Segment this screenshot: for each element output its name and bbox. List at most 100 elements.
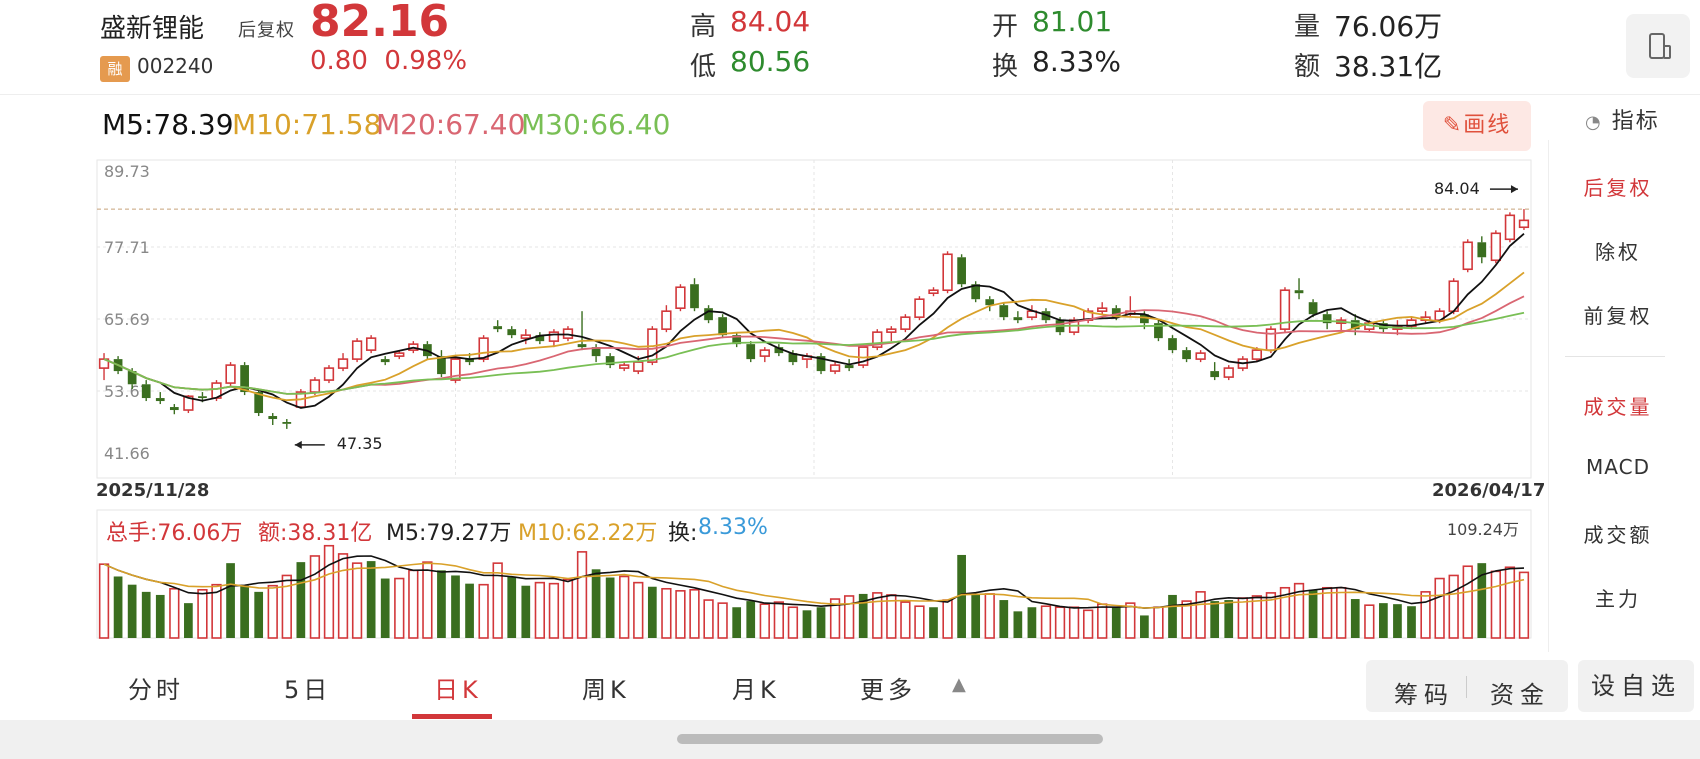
end-date: 2026/04/17 [1432, 480, 1546, 501]
volume-bar-down [155, 594, 165, 638]
min-price-label: 47.35 [337, 434, 383, 453]
candle-up [520, 334, 531, 339]
side-item-volume[interactable]: 成交量 [1583, 395, 1653, 419]
volume-bar-up [323, 544, 335, 639]
candle-up [225, 364, 236, 384]
volume-bar-up [492, 562, 503, 639]
candle-down [1350, 320, 1360, 330]
side-item-macd[interactable]: MACD [1586, 455, 1650, 479]
candle-down [690, 284, 699, 309]
chips-button[interactable]: 筹码 [1394, 681, 1454, 709]
volume-bar-down [591, 569, 601, 638]
tab-5day[interactable]: 5日 [284, 676, 332, 704]
volume-bars [98, 544, 1530, 639]
candlestick-chart[interactable]: 89.73 77.71 65.69 53.67 41.66 84.04 47.35 [0, 0, 1545, 660]
candle-down [240, 365, 249, 393]
landscape-toggle-button[interactable] [1626, 14, 1690, 78]
candle-up [928, 289, 939, 295]
side-item-amount[interactable]: 成交额 [1583, 523, 1653, 547]
volume-bar-down [1224, 600, 1234, 638]
volume-ma10-line [103, 562, 1525, 609]
volume-bar-down [957, 554, 966, 638]
candle-up [1490, 232, 1502, 262]
volume-bar-up [1125, 602, 1136, 639]
candle-down [844, 365, 854, 369]
candle-up [337, 358, 349, 369]
candle-down [788, 353, 798, 363]
volume-bar-up [1364, 604, 1375, 639]
header-divider [0, 94, 1700, 95]
volume-bar-up [689, 589, 700, 639]
amount-label: 额 [1294, 52, 1321, 82]
side-item-main-force[interactable]: 主力 [1595, 587, 1641, 611]
candle-up [886, 328, 897, 333]
candle-up [1265, 328, 1277, 351]
side-item-forward-adjusted[interactable]: 前复权 [1583, 304, 1653, 328]
volume-bar-up [914, 605, 925, 639]
draw-line-button[interactable]: ✎画线 [1423, 101, 1531, 151]
volume-bar-up [1434, 577, 1445, 639]
tab-monthly-k[interactable]: 月K [732, 676, 780, 704]
indicator-header[interactable]: ◔ 指标 [1585, 103, 1660, 135]
caret-up-icon[interactable]: ▲ [952, 674, 966, 695]
volume-bar-down [858, 593, 868, 638]
volume-bar-up [534, 581, 546, 639]
ma30-legend: M30:66.40 [521, 108, 671, 141]
funds-button[interactable]: 资金 [1490, 681, 1550, 709]
volume-amount: 额:38.31亿 [258, 521, 373, 546]
volume-bar-up [211, 583, 222, 639]
volume-bar-up [942, 599, 953, 639]
candle-down [985, 299, 995, 306]
side-item-ex-rights[interactable]: 除权 [1595, 240, 1641, 264]
volume-bar-up [1097, 603, 1108, 639]
tab-daily-k[interactable]: 日K [434, 676, 482, 704]
tab-weekly-k[interactable]: 周K [582, 676, 630, 704]
ma5-line [103, 233, 1525, 409]
side-menu-divider [1565, 356, 1665, 357]
chips-funds-group [1366, 660, 1568, 712]
add-watchlist-button[interactable]: 设自选 [1578, 660, 1694, 712]
tab-intraday[interactable]: 分时 [128, 676, 184, 704]
indicator-label: 指标 [1611, 109, 1660, 134]
ma10-legend: M10:71.58 [232, 108, 382, 141]
volume-bar-down [1407, 606, 1416, 638]
candle-up [633, 361, 644, 372]
amount-value: 38.31亿 [1334, 50, 1443, 83]
candle-up [900, 316, 911, 330]
side-item-back-adjusted[interactable]: 后复权 [1583, 176, 1653, 200]
volume-bar-down [1350, 599, 1360, 638]
volume-bar-up [872, 592, 883, 639]
candle-down [1308, 302, 1318, 315]
volume-bar-up [1490, 570, 1502, 639]
candle-up [365, 337, 377, 351]
candle-down [957, 257, 966, 285]
volume-bar-down [113, 576, 123, 638]
volume-grid [96, 509, 1532, 639]
candle-down [465, 359, 474, 363]
stock-name: 盛新锂能 [100, 14, 205, 44]
volume-bar-up [1321, 586, 1333, 639]
volume-max: 109.24万 [1447, 520, 1519, 539]
volume-bar-down [240, 585, 249, 638]
tab-more[interactable]: 更多 [860, 676, 916, 704]
candle-down [1294, 290, 1304, 294]
candle-up [394, 352, 405, 357]
candle-down [1013, 317, 1023, 321]
volume-bar-down [1379, 603, 1388, 638]
change-value: 0.80 [310, 46, 368, 76]
candle-up [675, 286, 686, 309]
volume-bar-up [337, 553, 349, 639]
volume-bar-up [169, 587, 180, 639]
home-indicator[interactable] [677, 734, 1103, 744]
candle-down [718, 317, 727, 336]
volume-bar-up [1279, 586, 1291, 639]
chart-grid [96, 159, 1532, 479]
volume-bar-down [141, 591, 151, 638]
high-value: 84.04 [730, 5, 811, 38]
volume-bar-up [422, 561, 433, 639]
price-tick-label: 65.69 [104, 310, 150, 329]
candle-up [1518, 219, 1530, 229]
price-tick-label: 53.67 [104, 382, 150, 401]
volume-bar-down [296, 562, 306, 638]
volume-bar-up [1265, 592, 1277, 639]
